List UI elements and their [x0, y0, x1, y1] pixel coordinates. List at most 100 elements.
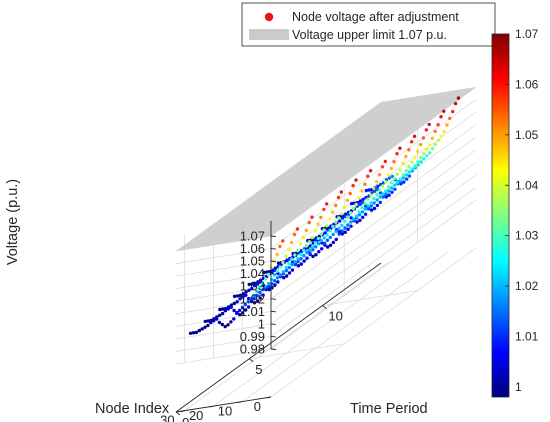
data-point	[313, 229, 317, 233]
data-point	[275, 269, 279, 273]
data-point	[334, 220, 338, 224]
data-point	[264, 285, 268, 289]
data-point	[351, 206, 355, 211]
y-tick	[322, 305, 327, 309]
data-point	[395, 152, 399, 156]
data-point	[284, 274, 289, 278]
y-tick	[248, 358, 254, 363]
data-point	[290, 262, 294, 267]
x-tick-label: 0	[254, 399, 261, 414]
colorbar-tick-label: 1.07	[515, 27, 539, 41]
z-tick	[270, 348, 277, 350]
data-point	[290, 257, 294, 261]
data-point	[284, 254, 288, 258]
data-point	[246, 305, 251, 309]
data-point	[369, 201, 373, 205]
data-point	[339, 212, 344, 216]
colorbar-tick-label: 1.03	[515, 229, 539, 243]
grid-line	[213, 256, 419, 407]
colorbar-tick-label: 1.05	[515, 128, 539, 142]
data-point	[316, 222, 320, 226]
colorbar-ticks: 1.07 1.06 1.05 1.04 1.03 1.02 1.01 1	[505, 27, 539, 394]
data-point	[349, 224, 353, 228]
z-tick	[270, 323, 277, 325]
legend: Node voltage after adjustment Voltage up…	[241, 2, 496, 47]
data-point	[258, 296, 262, 300]
data-point	[307, 240, 312, 244]
data-point	[223, 309, 228, 313]
data-point	[439, 134, 443, 138]
data-point	[380, 184, 385, 188]
data-point	[390, 186, 394, 190]
data-point	[311, 248, 315, 252]
data-point	[363, 182, 367, 186]
points-below-plane	[188, 138, 440, 335]
data-point	[387, 176, 392, 180]
grid-line	[270, 99, 477, 249]
data-point	[357, 213, 362, 217]
data-point	[325, 202, 329, 206]
data-point	[360, 206, 364, 210]
data-point	[285, 258, 289, 262]
data-point	[427, 143, 432, 147]
data-point	[263, 277, 268, 281]
data-point	[378, 188, 382, 192]
data-point	[226, 307, 230, 311]
grid-lines	[175, 86, 477, 413]
data-point	[351, 183, 355, 188]
data-point	[372, 197, 376, 201]
data-point	[325, 224, 329, 228]
data-point	[249, 296, 253, 301]
grid-line	[175, 323, 272, 340]
data-point	[238, 313, 242, 317]
data-point	[453, 101, 458, 106]
data-point	[260, 281, 265, 285]
data-point	[340, 229, 344, 233]
data-point	[340, 232, 344, 236]
grid-line	[270, 162, 477, 312]
y-axis-label: Time Period	[350, 401, 428, 417]
data-point	[361, 215, 365, 219]
data-point	[378, 200, 382, 205]
data-point	[422, 157, 426, 161]
data-point	[290, 268, 295, 272]
data-point	[363, 201, 367, 206]
grid-line	[322, 290, 418, 306]
data-point	[232, 308, 236, 313]
data-point	[258, 290, 262, 295]
data-point	[325, 238, 330, 242]
data-point	[197, 328, 201, 333]
data-point	[232, 301, 236, 306]
data-point	[247, 288, 251, 292]
data-point	[308, 248, 312, 252]
grid-line	[270, 247, 477, 398]
x-tick	[238, 401, 243, 403]
data-point	[235, 300, 239, 304]
data-point	[355, 220, 359, 224]
z-tick	[270, 248, 277, 250]
data-point	[305, 256, 309, 260]
z-tick	[270, 260, 277, 263]
data-point	[354, 214, 359, 218]
data-point	[221, 307, 225, 311]
data-point	[229, 305, 233, 309]
grid-line	[270, 199, 477, 350]
data-point	[275, 252, 279, 256]
data-point	[410, 140, 414, 144]
data-point	[319, 239, 324, 243]
z-tick-label: 1.07	[240, 229, 265, 244]
data-point	[240, 305, 245, 310]
z-tick-label: 1.01	[240, 304, 265, 319]
data-point	[310, 245, 315, 249]
data-point	[255, 282, 260, 286]
data-point	[427, 122, 431, 127]
data-point	[276, 280, 280, 284]
data-point	[424, 147, 429, 151]
data-point	[418, 142, 423, 147]
data-point	[266, 272, 271, 277]
data-point	[401, 176, 406, 180]
data-point	[392, 176, 397, 181]
